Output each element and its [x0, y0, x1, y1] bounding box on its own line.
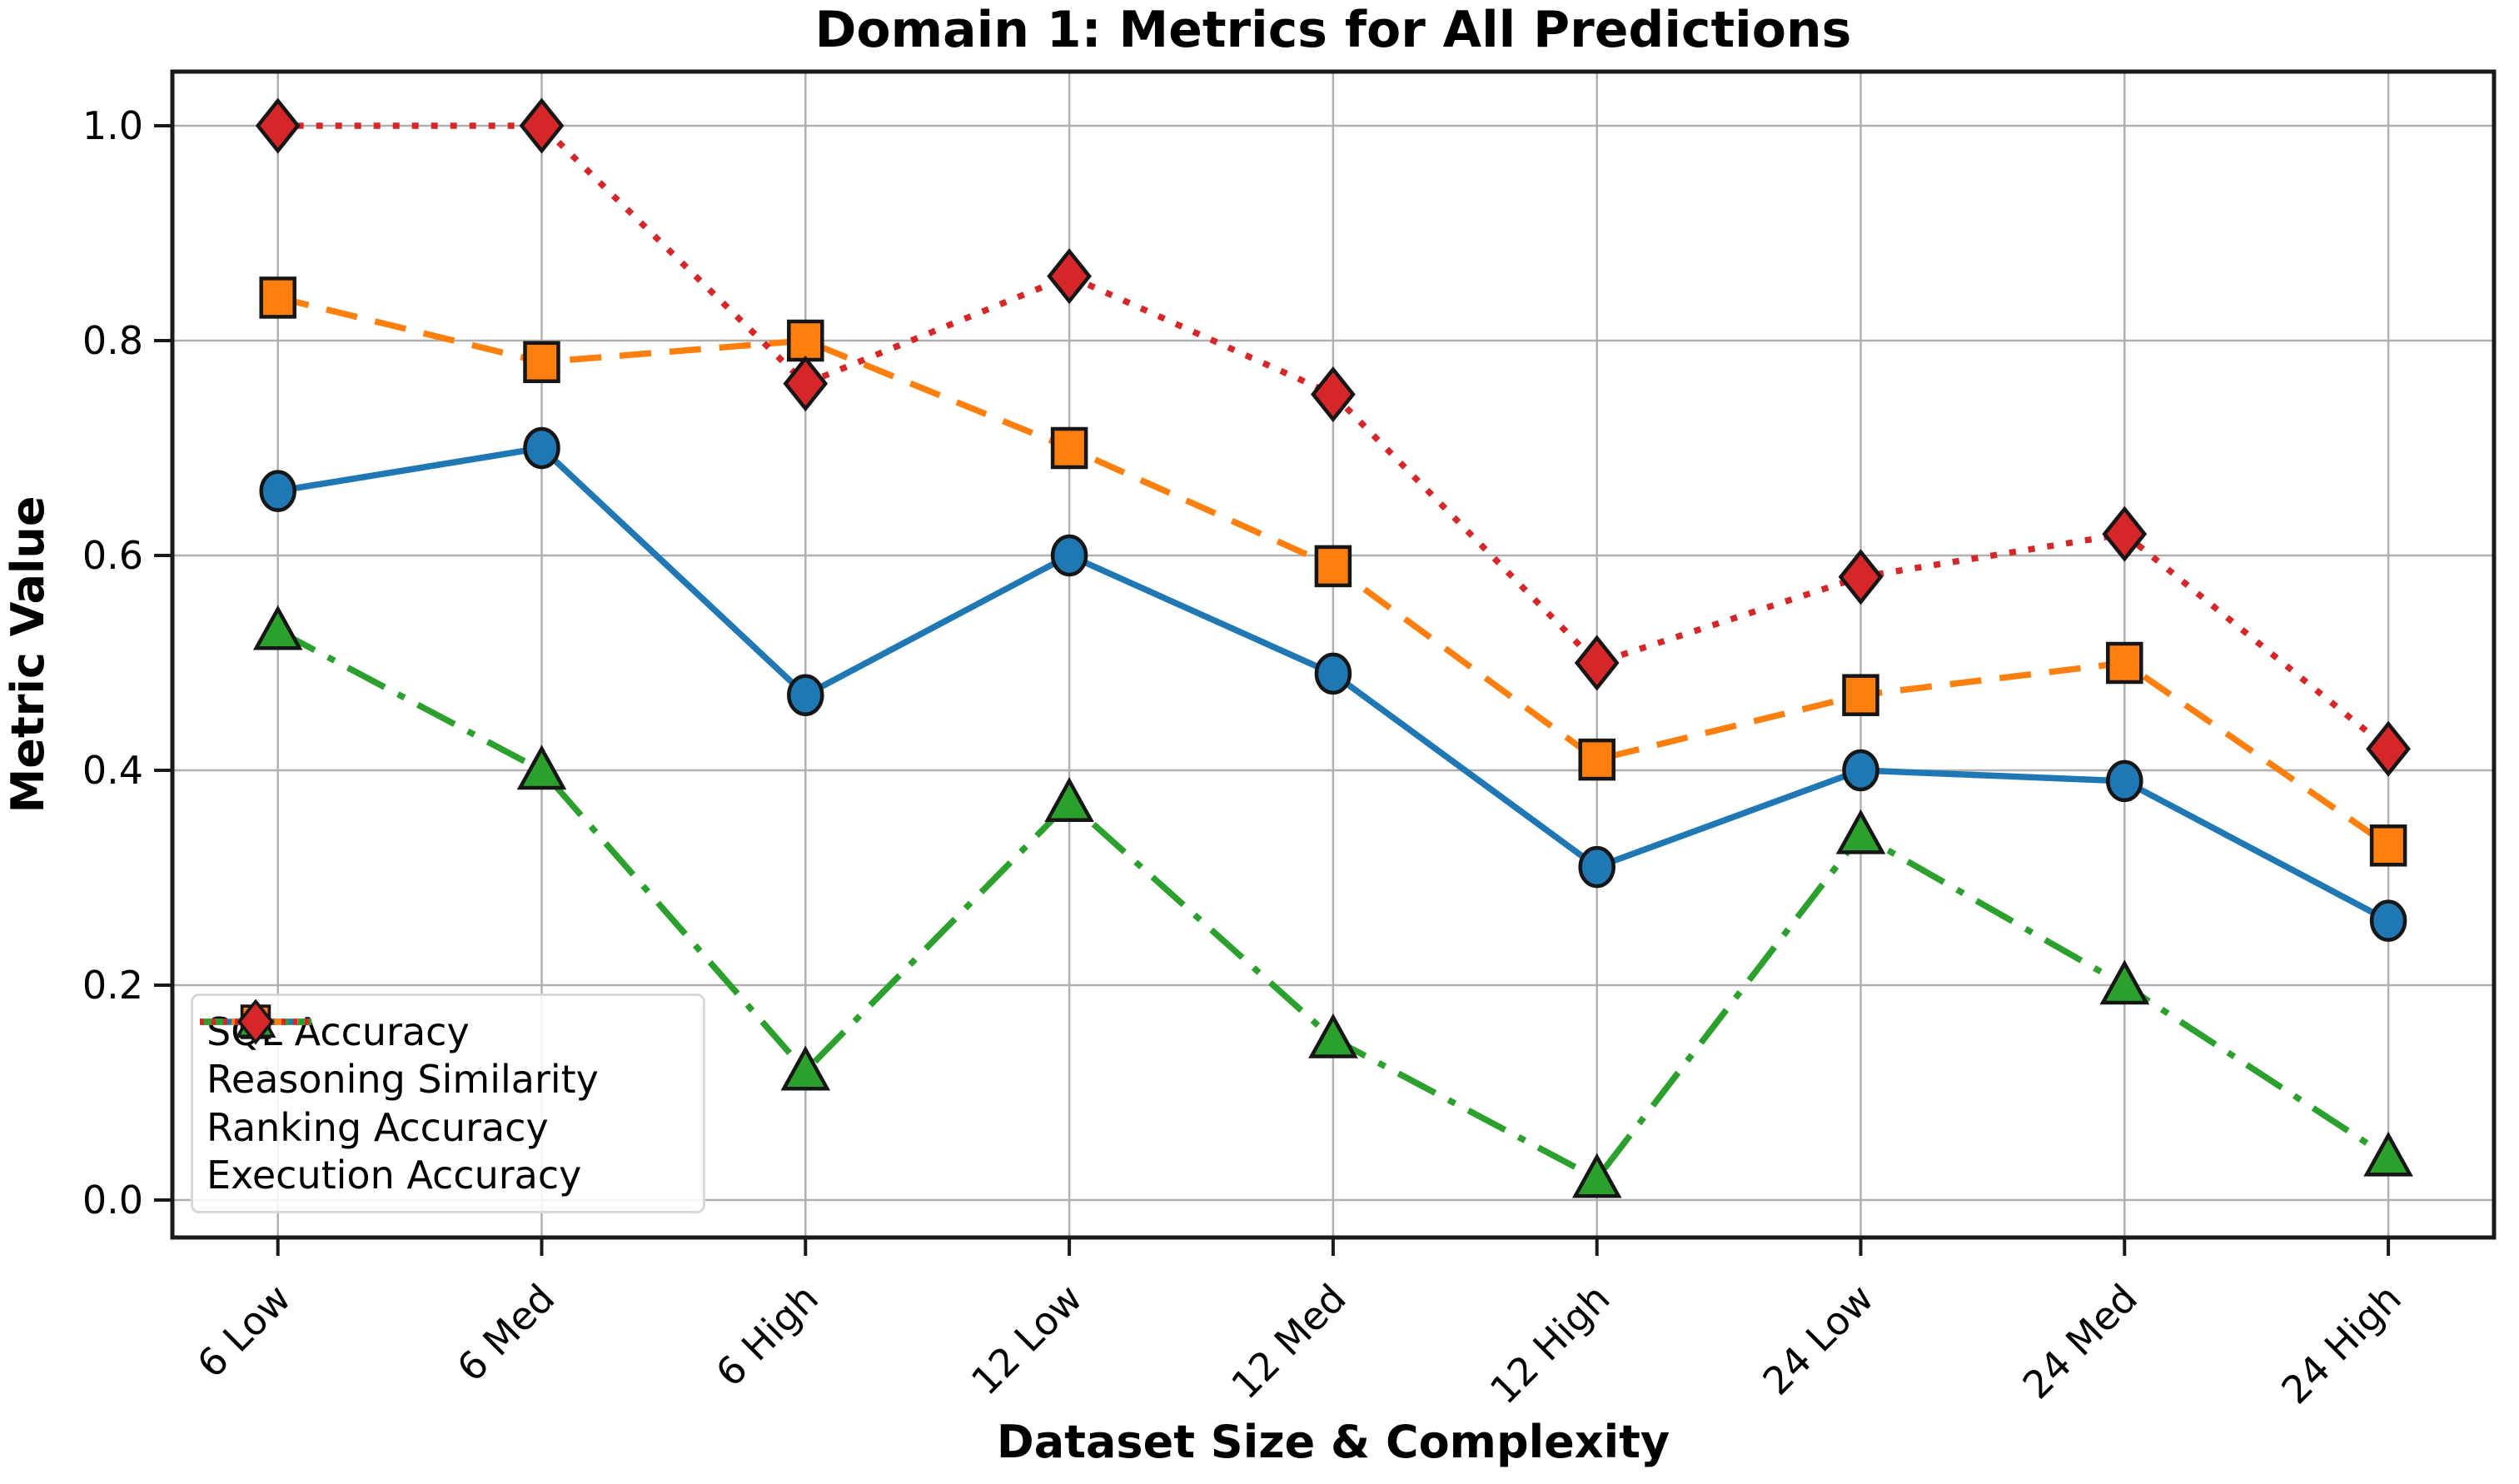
legend-sample-execution-accuracy	[200, 998, 311, 1045]
ranking-accuracy-point-4	[1308, 1013, 1358, 1058]
ranking-accuracy-point-7	[2099, 959, 2150, 1005]
reasoning-similarity-point-1	[523, 341, 560, 384]
tick-labels: 0.0 0.2 0.4 0.6 0.8 1.0 6 Low 6 Med 6 High 12 Low…	[82, 103, 2410, 1412]
legend-marker-diamond-icon	[236, 998, 275, 1045]
legend-label: Ranking Accuracy	[207, 1104, 549, 1150]
ranking-accuracy-point-5	[1571, 1153, 1622, 1198]
reasoning-similarity-point-2	[787, 319, 824, 362]
reasoning-similarity-point-8	[2369, 824, 2407, 867]
legend-item-execution-accuracy: Execution Accuracy	[200, 998, 691, 1198]
sql-accuracy-point-7	[2106, 759, 2143, 803]
legend-label: Reasoning Similarity	[207, 1057, 599, 1103]
y-tick-label-0.2: 0.2	[82, 963, 143, 1008]
series-layer	[252, 97, 2413, 1198]
sql-accuracy-point-6	[1842, 749, 1879, 792]
reasoning-similarity-point-7	[2106, 641, 2143, 685]
execution-accuracy-point-2	[783, 355, 829, 412]
reasoning-similarity-point-4	[1314, 545, 1352, 588]
x-tick-label-12-high: 12 High	[1481, 1276, 1619, 1413]
axis-ticks	[154, 124, 2391, 1256]
legend-item-reasoning-similarity: Reasoning Similarity	[200, 1004, 691, 1103]
x-tick-label-24-low: 24 Low	[1754, 1276, 1882, 1404]
execution-accuracy-point-6	[1838, 549, 1884, 605]
y-tick-label-0.4: 0.4	[82, 748, 143, 793]
sql-accuracy-point-0	[259, 470, 296, 512]
execution-accuracy-point-3	[1047, 247, 1092, 305]
series-line-execution-accuracy	[277, 122, 2391, 752]
reasoning-similarity-point-5	[1578, 738, 1615, 781]
y-tick-label-1.0: 1.0	[82, 103, 143, 148]
x-tick-label-12-med: 12 Med	[1222, 1276, 1355, 1408]
execution-accuracy-point-7	[2102, 505, 2148, 562]
ranking-accuracy-point-3	[1044, 777, 1094, 822]
y-axis-label: Metric Value	[2, 496, 54, 814]
sql-accuracy-point-5	[1578, 845, 1615, 889]
reasoning-similarity-point-3	[1050, 426, 1088, 470]
execution-accuracy-point-8	[2366, 720, 2411, 777]
x-tick-label-24-med: 24 Med	[2014, 1276, 2146, 1408]
y-tick-label-0.0: 0.0	[82, 1178, 143, 1223]
x-tick-label-6-low: 6 Low	[188, 1276, 299, 1387]
x-axis-label: Dataset Size & Complexity	[997, 1416, 1670, 1468]
x-tick-label-6-med: 6 Med	[448, 1276, 563, 1391]
sql-accuracy-point-1	[523, 426, 560, 470]
reasoning-similarity-point-0	[259, 276, 296, 319]
x-tick-label-6-high: 6 High	[707, 1276, 827, 1396]
execution-accuracy-point-5	[1574, 635, 1620, 691]
sql-accuracy-point-3	[1050, 534, 1088, 577]
ranking-accuracy-point-6	[1835, 809, 1886, 854]
legend-label: Execution Accuracy	[207, 1153, 582, 1198]
sql-accuracy-point-2	[787, 674, 824, 716]
sql-accuracy-point-4	[1314, 652, 1352, 695]
ranking-accuracy-point-2	[780, 1045, 831, 1091]
execution-accuracy-point-1	[519, 97, 565, 154]
ranking-accuracy-point-0	[252, 605, 303, 650]
legend: SQL Accuracy Reasoning Similarity Ranking …	[191, 993, 705, 1213]
y-tick-label-0.6: 0.6	[82, 533, 143, 578]
x-tick-label-24-high: 24 High	[2273, 1276, 2410, 1413]
y-tick-label-0.8: 0.8	[82, 318, 143, 363]
ranking-accuracy-point-1	[516, 744, 567, 790]
ranking-accuracy-point-8	[2363, 1131, 2413, 1177]
sql-accuracy-point-8	[2369, 899, 2407, 942]
execution-accuracy-point-4	[1311, 366, 1356, 423]
legend-item-ranking-accuracy: Ranking Accuracy	[200, 1000, 691, 1150]
chart-title: Domain 1: Metrics for All Predictions	[815, 1, 1852, 59]
reasoning-similarity-point-6	[1842, 674, 1879, 716]
x-tick-label-12-low: 12 Low	[963, 1276, 1091, 1404]
execution-accuracy-point-0	[255, 97, 301, 154]
